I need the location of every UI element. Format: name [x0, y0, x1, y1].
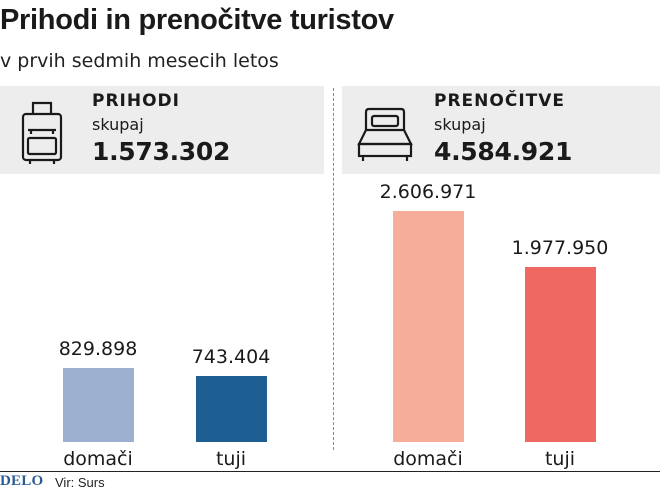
- prihodi-header: PRIHODI skupaj 1.573.302: [0, 86, 324, 174]
- bar-prenocitve-domaci: [392, 211, 464, 442]
- prenocitve-header: PRENOČITVE skupaj 4.584.921: [342, 86, 660, 174]
- prenocitve-label: PRENOČITVE: [434, 91, 566, 111]
- suitcase-icon: [21, 101, 63, 164]
- category-prenocitve-domaci: domači: [393, 448, 463, 470]
- prihodi-total: 1.573.302: [92, 137, 231, 166]
- prihodi-label: PRIHODI: [92, 91, 180, 111]
- value-label-prenocitve-tuji: 1.977.950: [511, 237, 609, 259]
- value-label-prenocitve-domaci: 2.606.971: [379, 181, 477, 203]
- prenocitve-sub: skupaj: [434, 115, 486, 134]
- bed-icon: [357, 107, 413, 161]
- bar-prihodi-tuji: [195, 376, 267, 442]
- category-prihodi-tuji: tuji: [215, 448, 247, 470]
- bar-prihodi-domaci: [62, 368, 134, 442]
- source-note: Vir: Surs: [55, 475, 105, 490]
- prenocitve-total: 4.584.921: [434, 137, 573, 166]
- prihodi-sub: skupaj: [92, 115, 144, 134]
- value-label-prihodi-tuji: 743.404: [191, 346, 271, 368]
- panel-divider: [333, 88, 334, 450]
- value-label-prihodi-domaci: 829.898: [58, 338, 138, 360]
- delo-logo: DELO: [0, 473, 44, 489]
- bar-prenocitve-tuji: [524, 267, 596, 442]
- chart-subtitle: v prvih sedmih mesecih letos: [0, 50, 279, 72]
- category-prenocitve-tuji: tuji: [544, 448, 576, 470]
- footer-rule: [0, 471, 660, 472]
- category-prihodi-domaci: domači: [63, 448, 133, 470]
- chart-title: Prihodi in prenočitve turistov: [0, 4, 394, 36]
